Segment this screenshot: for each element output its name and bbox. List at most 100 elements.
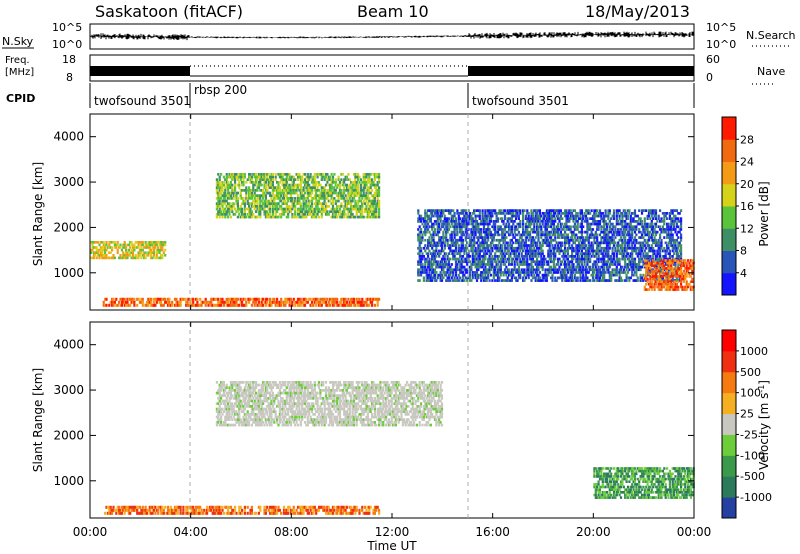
power-cell bbox=[551, 214, 554, 218]
power-cell bbox=[604, 238, 607, 242]
power-cell bbox=[569, 228, 572, 231]
power-cell bbox=[597, 214, 600, 218]
power-cell bbox=[348, 207, 351, 211]
power-cell bbox=[551, 276, 554, 280]
power-cell bbox=[584, 279, 588, 282]
power-cell bbox=[632, 257, 635, 261]
power-cell bbox=[429, 233, 432, 237]
power-cell bbox=[645, 222, 648, 226]
power-cell bbox=[646, 228, 649, 231]
power-cell bbox=[559, 273, 562, 277]
power-cell bbox=[368, 213, 371, 216]
power-cell bbox=[645, 246, 648, 250]
power-cell bbox=[607, 233, 610, 237]
power-cell bbox=[428, 268, 431, 272]
power-cell bbox=[161, 303, 164, 307]
power-cell bbox=[378, 191, 381, 195]
power-cell bbox=[527, 263, 530, 266]
power-cell bbox=[259, 205, 262, 208]
power-cell bbox=[187, 297, 191, 301]
power-cell bbox=[125, 251, 128, 254]
power-cell bbox=[248, 194, 251, 197]
power-cell bbox=[421, 233, 424, 237]
power-cell bbox=[429, 260, 432, 264]
power-cell bbox=[312, 213, 315, 216]
power-cell bbox=[225, 205, 228, 208]
power-cell bbox=[607, 246, 610, 250]
power-cell bbox=[466, 217, 469, 220]
power-cell bbox=[566, 257, 569, 261]
power-cell bbox=[373, 186, 376, 189]
power-cell bbox=[375, 175, 378, 179]
power-cell bbox=[643, 220, 646, 223]
power-cell bbox=[618, 209, 621, 212]
power-cell bbox=[527, 244, 530, 247]
power-cell bbox=[447, 228, 451, 231]
power-cell bbox=[568, 246, 571, 250]
power-cell bbox=[580, 260, 583, 264]
power-cell bbox=[618, 214, 621, 218]
power-cell bbox=[454, 257, 458, 261]
power-cell bbox=[277, 191, 280, 195]
power-cell bbox=[241, 207, 244, 211]
power-cell bbox=[545, 241, 548, 245]
power-cell bbox=[320, 202, 323, 205]
power-cell bbox=[597, 276, 600, 280]
power-cell bbox=[454, 246, 458, 250]
power-cell bbox=[255, 199, 258, 203]
power-cell bbox=[638, 217, 641, 220]
power-cell bbox=[301, 207, 304, 211]
power-cell bbox=[234, 186, 237, 189]
power-cell bbox=[598, 276, 602, 280]
power-cell bbox=[618, 260, 621, 264]
power-cell bbox=[292, 199, 295, 203]
power-cell bbox=[638, 228, 641, 231]
power-cell bbox=[527, 217, 530, 220]
power-cell bbox=[631, 220, 634, 223]
power-cell bbox=[436, 244, 439, 247]
power-cell bbox=[327, 191, 330, 195]
power-cell bbox=[485, 214, 488, 218]
power-cell bbox=[99, 254, 102, 257]
power-cell bbox=[593, 260, 596, 264]
power-cell bbox=[271, 202, 274, 205]
power-cell bbox=[487, 263, 490, 266]
power-cell bbox=[564, 246, 567, 250]
power-cell bbox=[652, 255, 655, 258]
power-cell bbox=[320, 213, 323, 216]
power-cell bbox=[624, 222, 627, 226]
power-cell bbox=[229, 194, 232, 197]
power-cell bbox=[618, 249, 621, 253]
power-cell bbox=[524, 228, 527, 231]
power-cell bbox=[456, 265, 459, 269]
power-cell bbox=[596, 271, 599, 274]
power-cell bbox=[481, 220, 484, 223]
power-cell bbox=[643, 225, 646, 229]
power-cell bbox=[456, 222, 459, 226]
power-cell bbox=[477, 222, 480, 226]
power-cell bbox=[461, 241, 465, 245]
power-cell bbox=[635, 268, 638, 272]
power-cell bbox=[252, 173, 255, 176]
power-cell bbox=[443, 246, 446, 250]
power-cell bbox=[260, 178, 263, 181]
power-cell bbox=[262, 297, 265, 301]
power-cell bbox=[127, 297, 130, 301]
power-cell bbox=[503, 209, 507, 212]
power-cell bbox=[571, 271, 574, 274]
power-cell bbox=[238, 213, 241, 216]
power-cell bbox=[565, 268, 568, 272]
power-cell bbox=[561, 241, 564, 245]
power-cell bbox=[505, 230, 508, 234]
power-cell bbox=[499, 244, 502, 247]
power-cell bbox=[580, 225, 583, 229]
power-cell bbox=[308, 178, 311, 181]
power-cell bbox=[466, 236, 469, 239]
power-cell bbox=[631, 212, 634, 215]
power-cell bbox=[559, 225, 562, 229]
power-cell bbox=[312, 215, 315, 219]
power-cell bbox=[453, 236, 456, 239]
power-cell bbox=[376, 205, 379, 208]
power-cell bbox=[619, 268, 623, 272]
power-cell bbox=[235, 210, 238, 213]
